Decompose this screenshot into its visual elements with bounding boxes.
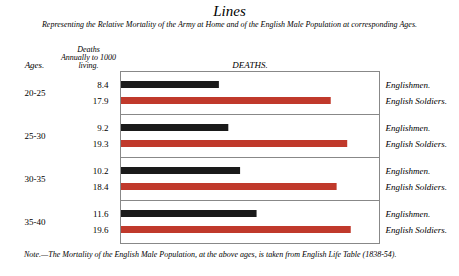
svg-text:Englishmen.: Englishmen. (385, 123, 431, 133)
svg-text:11.6: 11.6 (93, 209, 109, 219)
html-text:Representing the Relative Mort: Representing the Relative Mortality of t… (42, 20, 417, 29)
svg-text:Englishmen.: Englishmen. (385, 80, 431, 90)
svg-text:Ages.: Ages. (24, 60, 45, 70)
svg-text:20-25: 20-25 (25, 88, 46, 98)
svg-text:DEATHS.: DEATHS. (231, 60, 267, 70)
svg-text:English Soldiers.: English Soldiers. (385, 225, 448, 235)
svg-text:8.4: 8.4 (97, 80, 109, 90)
svg-text:18.4: 18.4 (93, 182, 109, 192)
svg-text:English Soldiers.: English Soldiers. (385, 139, 448, 149)
svg-text:10.2: 10.2 (93, 166, 109, 176)
svg-text:35-40: 35-40 (25, 217, 46, 227)
svg-text:25-30: 25-30 (25, 131, 46, 141)
svg-text:Englishmen.: Englishmen. (385, 166, 431, 176)
svg-text:30-35: 30-35 (25, 174, 46, 184)
html-text:Lines: Lines (213, 3, 246, 19)
svg-text:9.2: 9.2 (97, 123, 108, 133)
svg-text:17.9: 17.9 (93, 96, 109, 106)
svg-text:19.6: 19.6 (93, 225, 109, 235)
svg-text:Englishmen.: Englishmen. (385, 209, 431, 219)
svg-text:DeathsAnnually to 1000living.: DeathsAnnually to 1000living. (60, 45, 116, 70)
html-text:Note.—The Mortality of the Eng: Note.—The Mortality of the English Male … (24, 250, 397, 259)
svg-text:English Soldiers.: English Soldiers. (385, 182, 448, 192)
svg-text:English Soldiers.: English Soldiers. (385, 96, 448, 106)
svg-text:19.3: 19.3 (93, 139, 109, 149)
